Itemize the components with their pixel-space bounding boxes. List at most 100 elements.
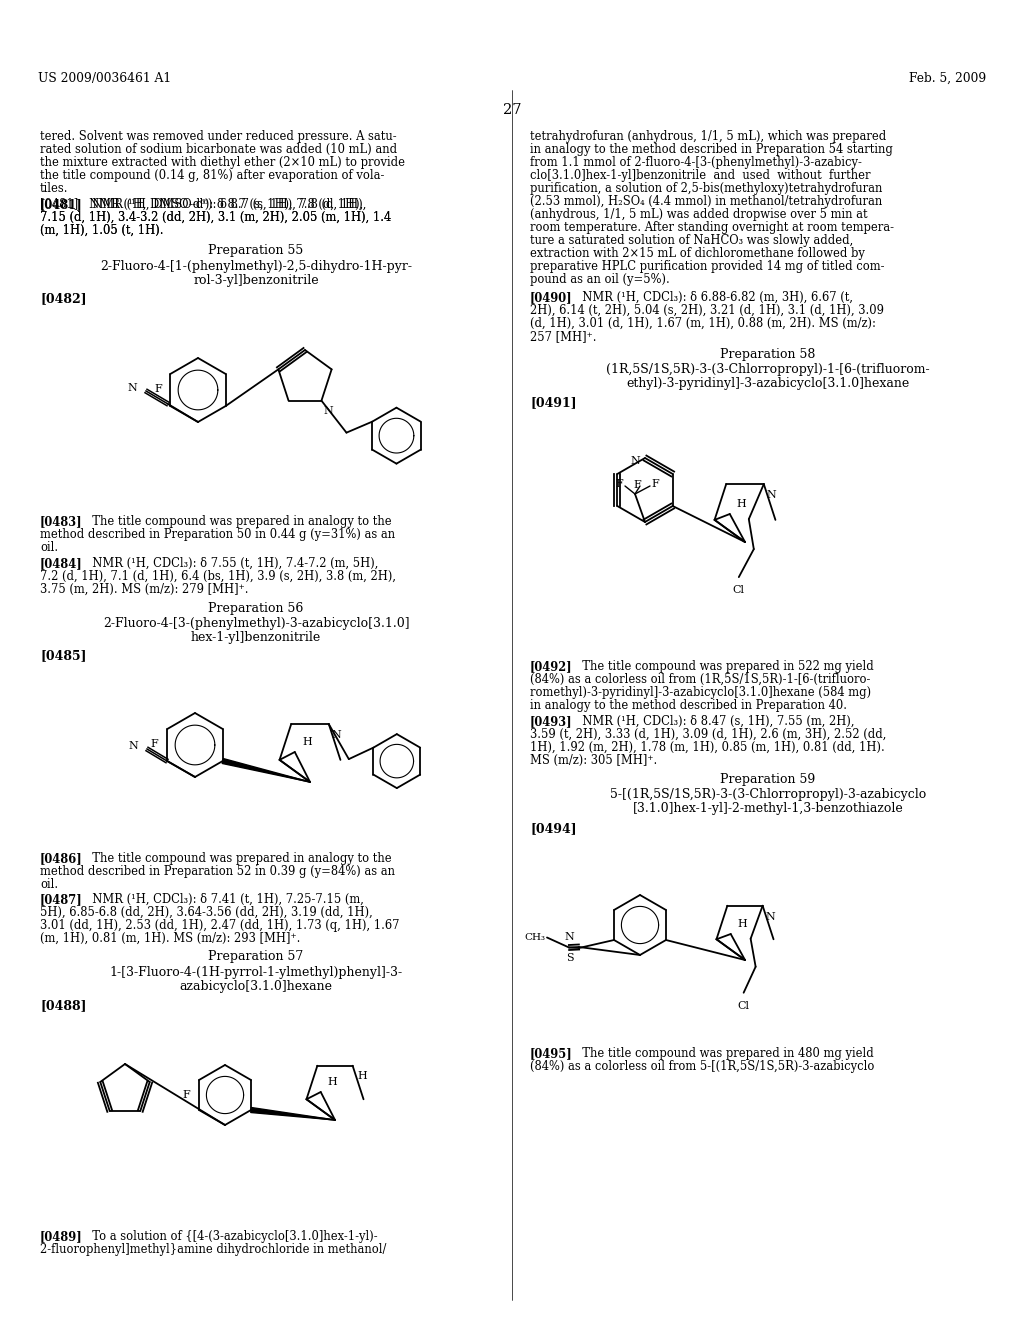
Text: H: H — [328, 1077, 338, 1086]
Text: To a solution of {[4-(3-azabicyclo[3.1.0]hex-1-yl)-: To a solution of {[4-(3-azabicyclo[3.1.0… — [85, 1230, 378, 1243]
Text: [0490]: [0490] — [530, 290, 572, 304]
Text: [0486]: [0486] — [40, 851, 83, 865]
Text: N: N — [332, 730, 342, 741]
Text: (84%) as a colorless oil from 5-[(1R,5S/1S,5R)-3-azabicyclo: (84%) as a colorless oil from 5-[(1R,5S/… — [530, 1060, 874, 1073]
Text: F: F — [151, 739, 159, 748]
Text: 3.01 (dd, 1H), 2.53 (dd, 1H), 2.47 (dd, 1H), 1.73 (q, 1H), 1.67: 3.01 (dd, 1H), 2.53 (dd, 1H), 2.47 (dd, … — [40, 919, 399, 932]
Text: N: N — [766, 912, 775, 921]
Text: The title compound was prepared in analogy to the: The title compound was prepared in analo… — [85, 851, 391, 865]
Text: H: H — [737, 499, 746, 510]
Text: ture a saturated solution of NaHCO₃ was slowly added,: ture a saturated solution of NaHCO₃ was … — [530, 234, 853, 247]
Text: method described in Preparation 52 in 0.39 g (y=84%) as an: method described in Preparation 52 in 0.… — [40, 865, 395, 878]
Text: 7.2 (d, 1H), 7.1 (d, 1H), 6.4 (bs, 1H), 3.9 (s, 2H), 3.8 (m, 2H),: 7.2 (d, 1H), 7.1 (d, 1H), 6.4 (bs, 1H), … — [40, 570, 396, 583]
Text: F: F — [633, 480, 641, 490]
Text: H: H — [357, 1071, 368, 1081]
Text: [0481]: [0481] — [40, 198, 83, 211]
Text: 2-Fluoro-4-[1-(phenylmethyl)-2,5-dihydro-1H-pyr-: 2-Fluoro-4-[1-(phenylmethyl)-2,5-dihydro… — [100, 260, 412, 273]
Text: S: S — [566, 953, 574, 964]
Text: [0492]: [0492] — [530, 660, 572, 673]
Text: 2H), 6.14 (t, 2H), 5.04 (s, 2H), 3.21 (d, 1H), 3.1 (d, 1H), 3.09: 2H), 6.14 (t, 2H), 5.04 (s, 2H), 3.21 (d… — [530, 304, 884, 317]
Text: hex-1-yl]benzonitrile: hex-1-yl]benzonitrile — [190, 631, 322, 644]
Text: romethyl)-3-pyridinyl]-3-azabicyclo[3.1.0]hexane (584 mg): romethyl)-3-pyridinyl]-3-azabicyclo[3.1.… — [530, 686, 871, 700]
Text: 2-Fluoro-4-[3-(phenylmethyl)-3-azabicyclo[3.1.0]: 2-Fluoro-4-[3-(phenylmethyl)-3-azabicycl… — [102, 616, 410, 630]
Text: (d, 1H), 3.01 (d, 1H), 1.67 (m, 1H), 0.88 (m, 2H). MS (m/z):: (d, 1H), 3.01 (d, 1H), 1.67 (m, 1H), 0.8… — [530, 317, 876, 330]
Text: preparative HPLC purification provided 14 mg of titled com-: preparative HPLC purification provided 1… — [530, 260, 885, 273]
Text: N: N — [128, 741, 138, 751]
Text: The title compound was prepared in 480 mg yield: The title compound was prepared in 480 m… — [575, 1047, 873, 1060]
Text: [0484]: [0484] — [40, 557, 83, 570]
Text: 27: 27 — [503, 103, 521, 117]
Text: oil.: oil. — [40, 541, 58, 554]
Text: Preparation 58: Preparation 58 — [720, 348, 816, 360]
Text: pound as an oil (y=5%).: pound as an oil (y=5%). — [530, 273, 670, 286]
Text: N: N — [564, 932, 574, 942]
Text: [0481]   NMR (¹H, DMSO-d⁶): δ 8.7 (s, 1H), 7.8 (d, 1H),: [0481] NMR (¹H, DMSO-d⁶): δ 8.7 (s, 1H),… — [40, 198, 364, 211]
Text: rol-3-yl]benzonitrile: rol-3-yl]benzonitrile — [194, 275, 318, 286]
Text: 3.59 (t, 2H), 3.33 (d, 1H), 3.09 (d, 1H), 2.6 (m, 3H), 2.52 (dd,: 3.59 (t, 2H), 3.33 (d, 1H), 3.09 (d, 1H)… — [530, 729, 887, 741]
Text: tetrahydrofuran (anhydrous, 1/1, 5 mL), which was prepared: tetrahydrofuran (anhydrous, 1/1, 5 mL), … — [530, 129, 886, 143]
Text: (1R,5S/1S,5R)-3-(3-Chlorropropyl)-1-[6-(trifluorom-: (1R,5S/1S,5R)-3-(3-Chlorropropyl)-1-[6-(… — [606, 363, 930, 376]
Text: clo[3.1.0]hex-1-yl]benzonitrile  and  used  without  further: clo[3.1.0]hex-1-yl]benzonitrile and used… — [530, 169, 870, 182]
Text: N: N — [767, 490, 776, 500]
Text: The title compound was prepared in 522 mg yield: The title compound was prepared in 522 m… — [575, 660, 873, 673]
Text: NMR (¹H, CDCl₃): δ 8.47 (s, 1H), 7.55 (m, 2H),: NMR (¹H, CDCl₃): δ 8.47 (s, 1H), 7.55 (m… — [575, 715, 854, 729]
Text: [0491]: [0491] — [530, 396, 577, 409]
Text: 7.15 (d, 1H), 3.4-3.2 (dd, 2H), 3.1 (m, 2H), 2.05 (m, 1H), 1.4: 7.15 (d, 1H), 3.4-3.2 (dd, 2H), 3.1 (m, … — [40, 211, 391, 224]
Text: 5-[(1R,5S/1S,5R)-3-(3-Chlorropropyl)-3-azabicyclo: 5-[(1R,5S/1S,5R)-3-(3-Chlorropropyl)-3-a… — [610, 788, 926, 801]
Text: 2-fluorophenyl]methyl}amine dihydrochloride in methanol/: 2-fluorophenyl]methyl}amine dihydrochlor… — [40, 1243, 386, 1257]
Text: [3.1.0]hex-1-yl]-2-methyl-1,3-benzothiazole: [3.1.0]hex-1-yl]-2-methyl-1,3-benzothiaz… — [633, 803, 903, 814]
Text: in analogy to the method described in Preparation 40.: in analogy to the method described in Pr… — [530, 700, 847, 711]
Text: 257 [MH]⁺.: 257 [MH]⁺. — [530, 330, 597, 343]
Text: 1-[3-Fluoro-4-(1H-pyrrol-1-ylmethyl)phenyl]-3-: 1-[3-Fluoro-4-(1H-pyrrol-1-ylmethyl)phen… — [110, 966, 402, 979]
Text: tiles.: tiles. — [40, 182, 69, 195]
Text: [0483]: [0483] — [40, 515, 83, 528]
Text: tered. Solvent was removed under reduced pressure. A satu-: tered. Solvent was removed under reduced… — [40, 129, 396, 143]
Text: (m, 1H), 1.05 (t, 1H).: (m, 1H), 1.05 (t, 1H). — [40, 224, 164, 238]
Text: (84%) as a colorless oil from (1R,5S/1S,5R)-1-[6-(trifluoro-: (84%) as a colorless oil from (1R,5S/1S,… — [530, 673, 870, 686]
Text: Feb. 5, 2009: Feb. 5, 2009 — [908, 73, 986, 84]
Text: Cl: Cl — [737, 1001, 750, 1011]
Polygon shape — [251, 1107, 335, 1119]
Text: [0489]: [0489] — [40, 1230, 83, 1243]
Text: azabicyclo[3.1.0]hexane: azabicyclo[3.1.0]hexane — [179, 979, 333, 993]
Text: Preparation 56: Preparation 56 — [208, 602, 304, 615]
Text: N: N — [630, 455, 640, 466]
Text: F: F — [651, 479, 658, 488]
Text: room temperature. After standing overnight at room tempera-: room temperature. After standing overnig… — [530, 220, 894, 234]
Text: NMR (¹H, CDCl₃): δ 7.55 (t, 1H), 7.4-7.2 (m, 5H),: NMR (¹H, CDCl₃): δ 7.55 (t, 1H), 7.4-7.2… — [85, 557, 379, 570]
Text: the title compound (0.14 g, 81%) after evaporation of vola-: the title compound (0.14 g, 81%) after e… — [40, 169, 384, 182]
Text: rated solution of sodium bicarbonate was added (10 mL) and: rated solution of sodium bicarbonate was… — [40, 143, 397, 156]
Text: from 1.1 mmol of 2-fluoro-4-[3-(phenylmethyl)-3-azabicy-: from 1.1 mmol of 2-fluoro-4-[3-(phenylme… — [530, 156, 862, 169]
Text: F: F — [182, 1090, 190, 1100]
Text: H: H — [737, 919, 748, 929]
Text: in analogy to the method described in Preparation 54 starting: in analogy to the method described in Pr… — [530, 143, 893, 156]
Text: [0494]: [0494] — [530, 822, 577, 836]
Text: purification, a solution of 2,5-bis(methyloxy)tetrahydrofuran: purification, a solution of 2,5-bis(meth… — [530, 182, 883, 195]
Text: F: F — [615, 479, 623, 488]
Polygon shape — [222, 759, 310, 781]
Text: the mixture extracted with diethyl ether (2×10 mL) to provide: the mixture extracted with diethyl ether… — [40, 156, 406, 169]
Text: (anhydrous, 1/1, 5 mL) was added dropwise over 5 min at: (anhydrous, 1/1, 5 mL) was added dropwis… — [530, 209, 867, 220]
Text: 3.75 (m, 2H). MS (m/z): 279 [MH]⁺.: 3.75 (m, 2H). MS (m/z): 279 [MH]⁺. — [40, 583, 249, 597]
Text: (2.53 mmol), H₂SO₄ (4.4 mmol) in methanol/tetrahydrofuran: (2.53 mmol), H₂SO₄ (4.4 mmol) in methano… — [530, 195, 883, 209]
Text: US 2009/0036461 A1: US 2009/0036461 A1 — [38, 73, 171, 84]
Text: [0487]: [0487] — [40, 894, 83, 906]
Text: 5H), 6.85-6.8 (dd, 2H), 3.64-3.56 (dd, 2H), 3.19 (dd, 1H),: 5H), 6.85-6.8 (dd, 2H), 3.64-3.56 (dd, 2… — [40, 906, 373, 919]
Text: N: N — [324, 405, 333, 416]
Text: NMR (¹H, CDCl₃): δ 7.41 (t, 1H), 7.25-7.15 (m,: NMR (¹H, CDCl₃): δ 7.41 (t, 1H), 7.25-7.… — [85, 894, 364, 906]
Text: [0495]: [0495] — [530, 1047, 572, 1060]
Text: NMR (¹H, CDCl₃): δ 6.88-6.82 (m, 3H), 6.67 (t,: NMR (¹H, CDCl₃): δ 6.88-6.82 (m, 3H), 6.… — [575, 290, 853, 304]
Text: method described in Preparation 50 in 0.44 g (y=31%) as an: method described in Preparation 50 in 0.… — [40, 528, 395, 541]
Text: [0485]: [0485] — [40, 649, 86, 663]
Text: MS (m/z): 305 [MH]⁺.: MS (m/z): 305 [MH]⁺. — [530, 754, 657, 767]
Text: The title compound was prepared in analogy to the: The title compound was prepared in analo… — [85, 515, 391, 528]
Text: (m, 1H), 0.81 (m, 1H). MS (m/z): 293 [MH]⁺.: (m, 1H), 0.81 (m, 1H). MS (m/z): 293 [MH… — [40, 932, 300, 945]
Text: (m, 1H), 1.05 (t, 1H).: (m, 1H), 1.05 (t, 1H). — [40, 224, 164, 238]
Text: 1H), 1.92 (m, 2H), 1.78 (m, 1H), 0.85 (m, 1H), 0.81 (dd, 1H).: 1H), 1.92 (m, 2H), 1.78 (m, 1H), 0.85 (m… — [530, 741, 885, 754]
Text: N: N — [127, 383, 137, 393]
Text: extraction with 2×15 mL of dichloromethane followed by: extraction with 2×15 mL of dichlorometha… — [530, 247, 865, 260]
Text: F: F — [155, 384, 162, 393]
Text: ethyl)-3-pyridinyl]-3-azabicyclo[3.1.0]hexane: ethyl)-3-pyridinyl]-3-azabicyclo[3.1.0]h… — [627, 378, 909, 389]
Text: Preparation 59: Preparation 59 — [720, 774, 816, 785]
Text: CH₃: CH₃ — [524, 933, 545, 942]
